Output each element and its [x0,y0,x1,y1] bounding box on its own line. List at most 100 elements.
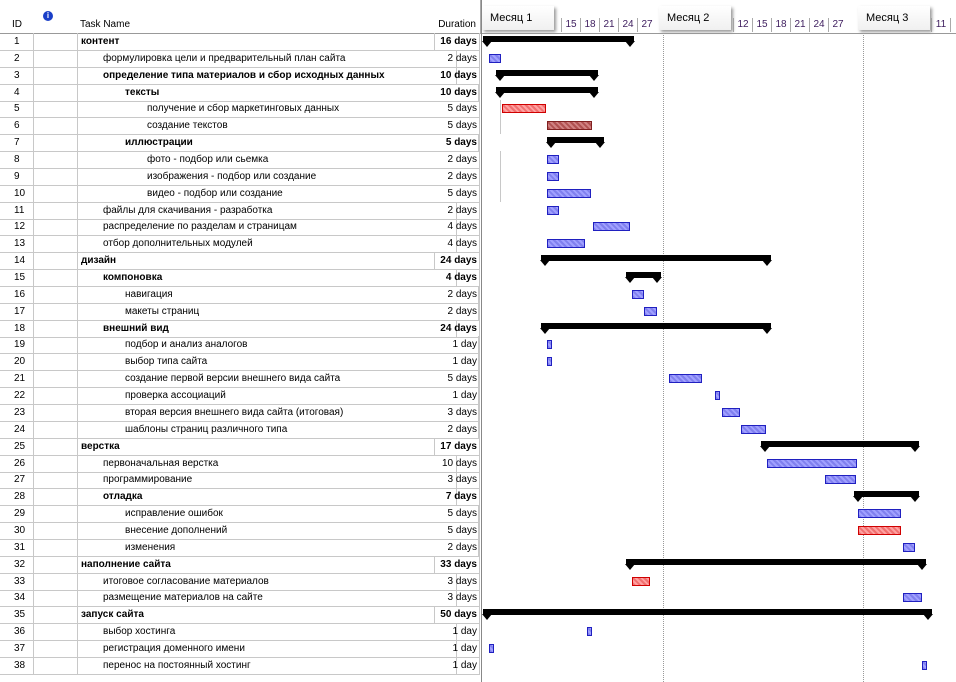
table-row[interactable]: 32 наполнение сайта 33 days [0,555,480,574]
table-row[interactable]: 12 распределение по разделам и страницам… [0,218,480,237]
task-name[interactable]: изображения - подбор или создание [77,167,501,185]
task-name[interactable]: файлы для скачивания - разработка [77,201,457,219]
table-row[interactable]: 11 файлы для скачивания - разработка 2 d… [0,201,480,220]
table-row[interactable]: 20 выбор типа сайта 1 day [0,353,480,372]
task-duration[interactable]: 24 days [430,252,480,270]
task-name[interactable]: вторая версия внешнего вида сайта (итого… [77,403,479,421]
task-name[interactable]: определение типа материалов и сбор исход… [77,66,457,84]
task-duration[interactable]: 5 days [430,505,480,523]
table-row[interactable]: 5 получение и сбор маркетинговых данных … [0,100,501,119]
task-name[interactable]: выбор хостинга [77,623,457,641]
task-name[interactable]: отладка [77,488,457,506]
table-row[interactable]: 27 программирование 3 days [0,471,480,490]
task-name[interactable]: проверка ассоциаций [77,387,479,405]
task-name[interactable]: подбор и анализ аналогов [77,336,479,354]
table-row[interactable]: 14 дизайн 24 days [0,252,480,271]
table-row[interactable]: 15 компоновка 4 days [0,269,480,288]
table-row[interactable]: 21 создание первой версии внешнего вида … [0,370,480,389]
task-duration[interactable]: 4 days [430,218,480,236]
task-bar[interactable] [489,53,501,63]
col-header-id[interactable]: ID [0,0,35,34]
task-name[interactable]: тексты [77,83,479,101]
task-duration[interactable]: 50 days [430,606,480,624]
task-name[interactable]: внесение дополнений [77,521,479,539]
task-duration[interactable]: 2 days [430,538,480,556]
task-name[interactable]: внешний вид [77,319,457,337]
table-row[interactable]: 26 первоначальная верстка 10 days [0,454,480,473]
task-bar[interactable] [922,660,927,670]
table-row[interactable]: 4 тексты 10 days [0,83,480,102]
table-row[interactable]: 38 перенос на постоянный хостинг 1 day [0,656,480,675]
task-duration[interactable]: 2 days [430,302,480,320]
task-duration[interactable]: 1 day [430,336,480,354]
task-name[interactable]: компоновка [77,269,457,287]
task-duration[interactable]: 3 days [430,589,480,607]
table-row[interactable]: 7 иллюстрации 5 days [0,134,480,153]
table-row[interactable]: 9 изображения - подбор или создание 2 da… [0,167,501,186]
task-name[interactable]: перенос на постоянный хостинг [77,656,457,674]
task-duration[interactable]: 7 days [430,488,480,506]
task-bar[interactable] [547,171,559,181]
task-duration[interactable]: 10 days [430,83,480,101]
summary-bar[interactable] [495,69,599,81]
task-bar[interactable] [715,391,720,401]
summary-bar[interactable] [540,322,772,334]
task-duration[interactable]: 10 days [430,454,480,472]
task-duration[interactable]: 5 days [430,134,480,152]
task-duration[interactable]: 5 days [430,370,480,388]
task-duration[interactable]: 24 days [430,319,480,337]
task-duration[interactable]: 33 days [430,555,480,573]
task-bar[interactable] [632,289,644,299]
task-name[interactable]: регистрация доменного имени [77,639,457,657]
task-bar[interactable] [547,205,559,215]
table-row[interactable]: 35 запуск сайта 50 days [0,606,480,625]
task-duration[interactable]: 2 days [430,49,480,67]
task-name[interactable]: навигация [77,285,479,303]
task-bar[interactable] [547,340,552,350]
task-duration[interactable]: 1 day [430,353,480,371]
summary-bar[interactable] [853,491,920,503]
task-bar[interactable] [722,407,740,417]
table-row[interactable]: 24 шаблоны страниц различного типа 2 day… [0,420,480,439]
task-duration[interactable]: 10 days [430,66,480,84]
task-name[interactable]: наполнение сайта [77,555,435,573]
task-duration[interactable]: 5 days [430,521,480,539]
table-row[interactable]: 33 итоговое согласование материалов 3 da… [0,572,480,591]
task-duration[interactable]: 5 days [430,184,480,202]
summary-bar[interactable] [760,440,920,452]
task-name[interactable]: отбор дополнительных модулей [77,235,457,253]
task-name[interactable]: размещение материалов на сайте [77,589,457,607]
task-bar[interactable] [825,475,856,485]
task-name[interactable]: видео - подбор или создание [77,184,501,202]
task-bar[interactable] [669,374,702,384]
table-row[interactable]: 37 регистрация доменного имени 1 day [0,639,480,658]
task-name[interactable]: макеты страниц [77,302,479,320]
task-duration[interactable]: 1 day [430,623,480,641]
task-duration[interactable]: 3 days [430,403,480,421]
table-row[interactable]: 28 отладка 7 days [0,488,480,507]
task-name[interactable]: создание первой версии внешнего вида сай… [77,370,479,388]
col-header-indicators[interactable]: i [34,0,78,34]
task-duration[interactable]: 1 day [430,387,480,405]
task-name[interactable]: итоговое согласование материалов [77,572,457,590]
task-bar[interactable] [489,643,494,653]
task-name[interactable]: программирование [77,471,457,489]
task-duration[interactable]: 2 days [430,420,480,438]
task-duration[interactable]: 1 day [430,639,480,657]
task-name[interactable]: создание текстов [77,117,501,135]
table-row[interactable]: 2 формулировка цели и предварительный пл… [0,49,480,68]
summary-bar[interactable] [625,558,927,570]
task-bar[interactable] [547,155,559,165]
task-duration[interactable]: 2 days [430,201,480,219]
table-row[interactable]: 31 изменения 2 days [0,538,480,557]
task-duration[interactable]: 1 day [430,656,480,674]
summary-bar[interactable] [495,86,599,98]
table-row[interactable]: 3 определение типа материалов и сбор исх… [0,66,480,85]
task-bar[interactable] [903,593,922,603]
task-duration[interactable]: 3 days [430,471,480,489]
table-row[interactable]: 13 отбор дополнительных модулей 4 days [0,235,480,254]
task-duration[interactable]: 2 days [430,285,480,303]
table-row[interactable]: 1 контент 16 days [0,33,480,51]
task-duration[interactable]: 3 days [430,572,480,590]
task-bar[interactable] [741,424,766,434]
